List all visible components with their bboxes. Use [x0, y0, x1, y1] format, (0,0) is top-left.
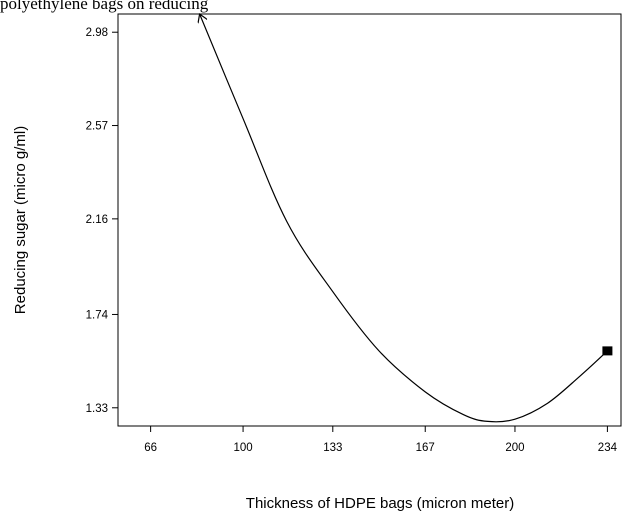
y-tick-label: 2.57 [86, 121, 108, 133]
x-axis-title: Thickness of HDPE bags (micron meter) [246, 495, 514, 512]
y-tick-label: 1.74 [86, 309, 109, 321]
x-tick-label: 66 [144, 442, 157, 454]
series-line [200, 14, 608, 423]
plot-frame [117, 13, 622, 427]
y-axis-ticks: 1.33 1.74 2.16 2.57 2.98 [86, 27, 118, 415]
x-tick-label: 167 [416, 442, 435, 454]
x-tick-label: 100 [233, 442, 252, 454]
y-tick-label: 2.98 [86, 27, 108, 39]
x-tick-label: 234 [598, 442, 618, 454]
y-tick-label: 1.33 [86, 403, 108, 415]
x-tick-label: 200 [505, 442, 524, 454]
end-marker [602, 346, 613, 356]
x-tick-label: 133 [323, 442, 342, 454]
y-tick-label: 2.16 [86, 214, 108, 226]
caption-text: polyethylene bags on reducing [0, 0, 209, 13]
x-axis-ticks: 66 100 133 167 200 234 [144, 426, 618, 454]
y-axis-title: Reducing sugar (micro g/ml) [12, 126, 29, 314]
